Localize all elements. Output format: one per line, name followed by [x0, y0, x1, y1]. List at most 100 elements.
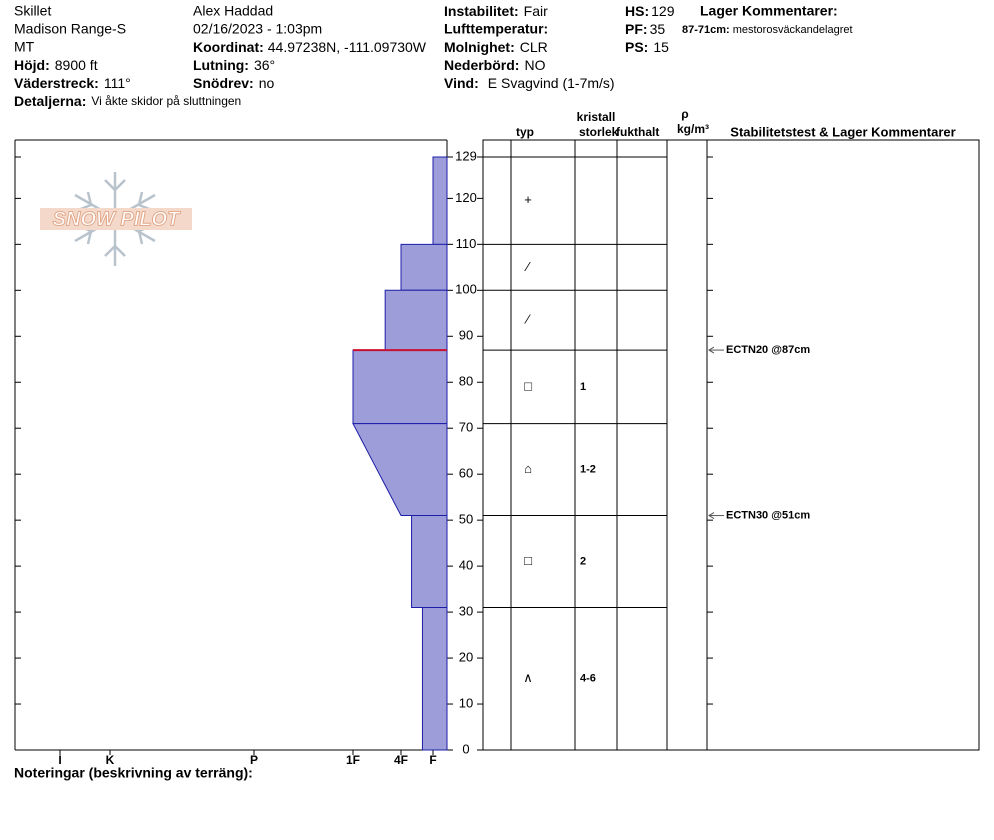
label: 87-71cm: — [682, 24, 730, 36]
x-tick-label: I — [58, 753, 61, 767]
grain-type: ∧ — [523, 670, 533, 685]
x-tick-label: 1F — [346, 753, 360, 767]
value: Fair — [524, 3, 548, 19]
aspect: Väderstreck: 111° — [14, 75, 131, 91]
value: 36° — [254, 57, 275, 73]
y-tick-label: 120 — [455, 190, 477, 205]
range: Madison Range-S — [14, 21, 126, 37]
y-tick-label: 60 — [459, 466, 473, 481]
layer-comment: 87-71cm: mestorosväckandelagret — [682, 24, 853, 36]
layer — [421, 606, 448, 751]
instability: Instabilitet: Fair — [444, 3, 548, 19]
y-tick-label: 10 — [459, 695, 473, 710]
label: Instabilitet: — [444, 3, 519, 19]
value: 111° — [104, 75, 131, 91]
label: PS: — [625, 39, 648, 55]
coordinates: Koordinat: 44.97238N, -111.09730W — [193, 39, 427, 55]
value: 129 — [651, 3, 675, 19]
label: Molnighet: — [444, 39, 515, 55]
footer: Noteringar (beskrivning av terräng): — [14, 765, 253, 781]
value: NO — [524, 57, 545, 73]
y-tick-label: 30 — [459, 604, 473, 619]
y-tick-label: 50 — [459, 512, 473, 527]
y-tick-label: 20 — [459, 649, 473, 664]
value: 15 — [653, 39, 669, 55]
hs: HS: 129 — [625, 3, 675, 19]
grain-type: □ — [524, 553, 532, 568]
wind: Vind: E Svagvind (1-7m/s) — [444, 75, 615, 91]
test-label: ECTN20 @87cm — [726, 344, 810, 356]
y-tick-label: 40 — [459, 558, 473, 573]
col-header: typ — [516, 125, 534, 139]
value: CLR — [520, 39, 548, 55]
y-tick-label: 70 — [459, 420, 473, 435]
grain-size: 2 — [580, 555, 586, 567]
layer — [352, 423, 448, 517]
layer — [411, 515, 448, 608]
x-tick-label: P — [250, 753, 258, 767]
elevation: Höjd: 8900 ft — [14, 57, 98, 73]
layer — [432, 156, 448, 245]
col-header: Stabilitetstest & Lager Kommentarer — [730, 124, 955, 139]
slope: Lutning: 36° — [193, 57, 275, 73]
x-tick-label: K — [106, 753, 115, 767]
y-tick-label: 90 — [459, 328, 473, 343]
grain-type: □ — [524, 378, 532, 393]
grain-type: + — [524, 192, 532, 207]
precip: Nederbörd: NO — [444, 57, 546, 73]
layer-comments-title: Lager Kommentarer: — [700, 3, 838, 19]
observer: Alex Haddad — [193, 3, 273, 19]
grain-type: ⁄ — [524, 312, 531, 327]
value: 44.97238N, -111.09730W — [268, 39, 427, 55]
datetime: 02/16/2023 - 1:03pm — [193, 21, 322, 37]
label: HS: — [625, 3, 649, 19]
logo-text: SNOW PILOT — [53, 208, 181, 230]
value: 8900 ft — [55, 57, 98, 73]
label: Höjd: — [14, 57, 50, 73]
col-header: storlek — [579, 125, 619, 139]
col-header: ρ — [681, 107, 688, 121]
sky: Molnighet: CLR — [444, 39, 548, 55]
col-header: kristall — [577, 110, 616, 124]
grain-size: 4-6 — [580, 673, 596, 685]
label: Snödrev: — [193, 75, 254, 91]
value: E Svagvind (1-7m/s) — [488, 75, 615, 91]
ps: PS: 15 — [625, 39, 669, 55]
y-tick-label: 100 — [455, 282, 477, 297]
details: Detaljerna: Vi åkte skidor på sluttningen — [14, 93, 241, 109]
state: MT — [14, 39, 35, 55]
wind-loading: Snödrev: no — [193, 75, 274, 91]
label: Nederbörd: — [444, 57, 519, 73]
test-label: ECTN30 @51cm — [726, 509, 810, 521]
grain-type: ⁄ — [524, 259, 531, 274]
grain-size: 1 — [580, 381, 586, 393]
value: no — [259, 75, 275, 91]
label: Lutning: — [193, 57, 249, 73]
value: 35 — [650, 21, 666, 37]
label: Väderstreck: — [14, 75, 99, 91]
label: Koordinat: — [193, 39, 264, 55]
table-frame — [482, 139, 980, 751]
y-tick-label: 129 — [455, 148, 477, 163]
layer — [384, 289, 448, 351]
col-header: kg/m³ — [677, 122, 709, 136]
site: Skillet — [14, 3, 51, 19]
grain-size: 1-2 — [580, 463, 596, 475]
y-tick-label: 0 — [462, 741, 469, 756]
value: Vi åkte skidor på sluttningen — [91, 94, 241, 108]
value: mestorosväckandelagret — [733, 24, 853, 36]
air-temp: Lufttemperatur: — [444, 21, 548, 37]
test-arrowhead — [708, 512, 715, 519]
label: Detaljerna: — [14, 93, 86, 109]
y-tick-label: 80 — [459, 374, 473, 389]
x-tick-label: 4F — [394, 753, 408, 767]
y-tick-label: 110 — [456, 236, 477, 251]
label: Vind: — [444, 75, 479, 91]
test-arrowhead — [708, 346, 715, 354]
layer — [400, 243, 448, 291]
layer — [352, 349, 448, 425]
logo-band — [40, 208, 192, 230]
x-tick-label: F — [429, 753, 436, 767]
col-header: fukthalt — [616, 125, 659, 139]
